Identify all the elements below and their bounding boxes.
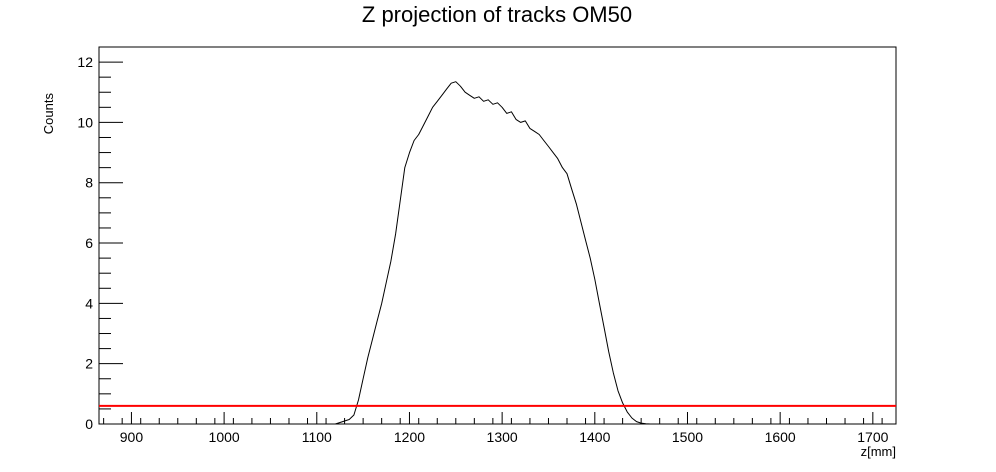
x-tick-label: 1500 [672,429,703,445]
plot-frame [98,46,897,425]
x-axis-label: z[mm] [861,444,896,459]
chart-title: Z projection of tracks OM50 [362,2,632,27]
series-layer [99,81,896,425]
y-tick-label: 4 [85,295,93,311]
x-tick-label: 1700 [857,429,888,445]
histogram-series-line [335,81,665,425]
x-tick-label: 1100 [302,429,332,445]
y-axis-label: Counts [41,93,56,135]
x-tick-label: 900 [120,429,144,445]
y-tick-label: 0 [85,416,93,432]
x-tick-label: 1300 [487,429,518,445]
x-tick-label: 1400 [579,429,610,445]
x-tick-label: 1000 [209,429,240,445]
x-tick-label: 1600 [765,429,796,445]
y-tick-label: 6 [85,235,93,251]
y-tick-label: 10 [77,114,93,130]
x-axis-ticks: 900 1000 1100 1200 1300 1400 1500 1600 1700 [103,412,889,445]
x-tick-label: 1200 [394,429,425,445]
y-tick-label: 8 [85,175,93,191]
y-tick-label: 12 [77,54,93,70]
y-axis-ticks: 0 2 4 6 8 10 12 [77,46,123,432]
y-tick-label: 2 [85,356,93,372]
